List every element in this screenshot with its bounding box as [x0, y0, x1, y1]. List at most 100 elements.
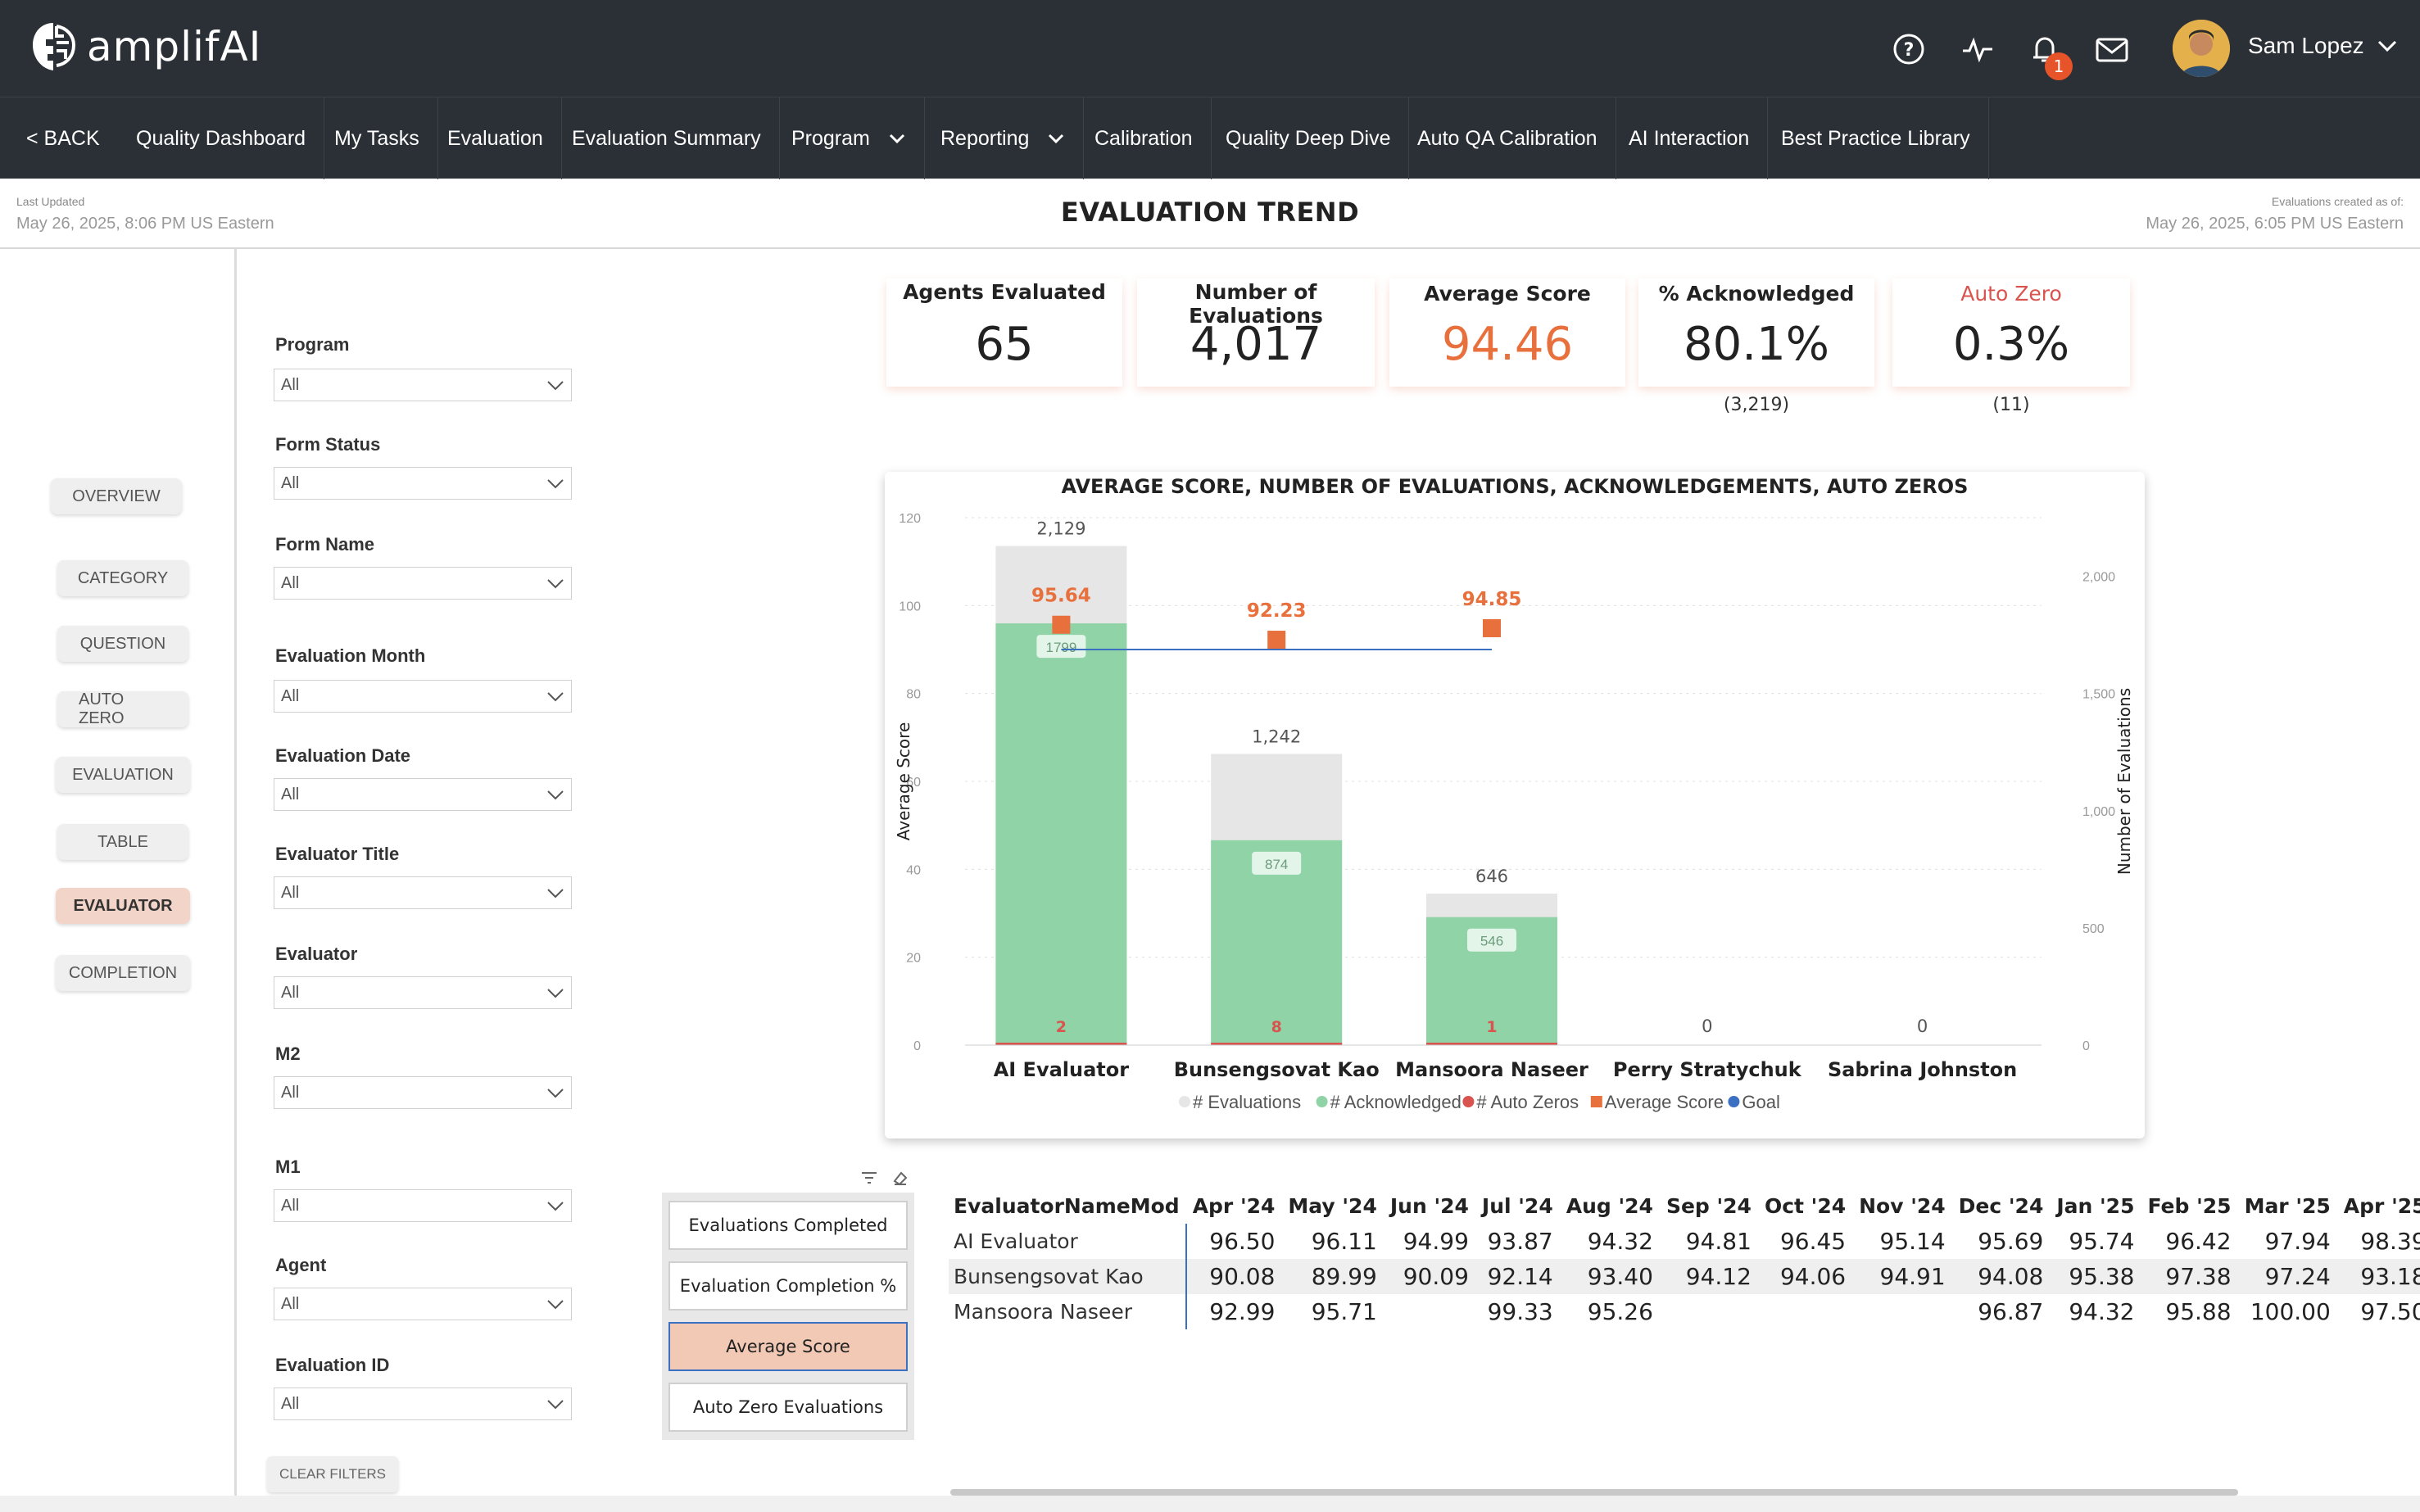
- filter-icon[interactable]: [860, 1170, 878, 1186]
- column-header[interactable]: EvaluatorNameMod: [954, 1193, 1180, 1218]
- table-horizontal-scrollbar[interactable]: [950, 1489, 2238, 1496]
- nav-quality-deep-dive[interactable]: Quality Deep Dive: [1208, 97, 1410, 179]
- side-nav-evaluation[interactable]: EVALUATION: [56, 757, 190, 793]
- table-cell: 96.87: [1978, 1298, 2044, 1325]
- average-score-marker: [1052, 615, 1071, 634]
- filter-evaluator-select[interactable]: All: [274, 976, 572, 1009]
- toggle-evaluations-completed[interactable]: Evaluations Completed: [668, 1201, 908, 1250]
- table-cell: AI Evaluator: [949, 1224, 1187, 1259]
- nav-quality-dashboard[interactable]: Quality Dashboard: [118, 97, 325, 179]
- back-button[interactable]: < BACK: [26, 126, 100, 150]
- filter-label-form-name: Form Name: [275, 534, 375, 555]
- side-nav-auto-zero[interactable]: AUTO ZERO: [57, 690, 188, 727]
- filter-program-select[interactable]: All: [274, 369, 572, 401]
- page-title: EVALUATION TREND: [1060, 197, 1360, 228]
- logo-icon: [33, 23, 76, 70]
- column-header[interactable]: Mar '25: [2244, 1193, 2331, 1218]
- evaluations-created-value: May 26, 2025, 6:05 PM US Eastern: [2146, 215, 2404, 233]
- table-cell: 94.91: [1852, 1259, 1952, 1294]
- side-nav-category[interactable]: CATEGORY: [57, 560, 188, 596]
- table-cell: 96.42: [2165, 1228, 2232, 1255]
- table-cell: 97.94: [2264, 1228, 2331, 1255]
- legend-marker: [1590, 1096, 1602, 1107]
- chevron-down-icon: [547, 989, 564, 998]
- toggle-average-score[interactable]: Average Score: [668, 1322, 908, 1371]
- ack-data-label: 1799: [1045, 640, 1076, 655]
- avatar[interactable]: [2173, 20, 2230, 77]
- y2-axis-label: Number of Evaluations: [2114, 688, 2134, 875]
- column-header[interactable]: Apr '24: [1192, 1193, 1276, 1218]
- side-nav-table[interactable]: TABLE: [57, 824, 188, 860]
- chevron-down-icon[interactable]: [2376, 34, 2399, 57]
- nav-ai-interaction[interactable]: AI Interaction: [1611, 97, 1769, 179]
- side-nav-evaluator[interactable]: EVALUATOR: [56, 888, 190, 924]
- total-data-label: 2,129: [1036, 519, 1085, 539]
- nav-my-tasks[interactable]: My Tasks: [316, 97, 438, 179]
- filter-value: All: [281, 1196, 300, 1215]
- column-header[interactable]: Jul '24: [1481, 1193, 1553, 1218]
- bar-auto-zeros: [1211, 1043, 1343, 1045]
- filter-label-evaluator-title: Evaluator Title: [275, 844, 400, 864]
- legend-label: # Acknowledged: [1330, 1092, 1462, 1112]
- toggle-evaluation-completion[interactable]: Evaluation Completion %: [668, 1261, 908, 1311]
- filter-form-status-select[interactable]: All: [274, 467, 572, 500]
- table-cell: 95.69: [1978, 1228, 2044, 1255]
- filter-label-evaluation-month: Evaluation Month: [275, 645, 426, 666]
- nav-program[interactable]: Program: [770, 97, 925, 179]
- column-header[interactable]: Dec '24: [1958, 1193, 2044, 1218]
- eraser-icon[interactable]: [891, 1170, 909, 1186]
- side-nav-overview[interactable]: OVERVIEW: [51, 478, 182, 514]
- average-score-data-label: 95.64: [1031, 586, 1091, 607]
- table-cell: 93.87: [1487, 1228, 1553, 1255]
- column-header[interactable]: Aug '24: [1566, 1193, 1653, 1218]
- total-data-label: 0: [1917, 1016, 1928, 1036]
- nav-reporting[interactable]: Reporting: [922, 97, 1085, 179]
- filter-agent-select[interactable]: All: [274, 1288, 572, 1320]
- column-header[interactable]: Sep '24: [1665, 1193, 1752, 1218]
- nav-evaluation[interactable]: Evaluation: [429, 97, 562, 179]
- side-nav-completion[interactable]: COMPLETION: [56, 955, 190, 991]
- filter-value: All: [281, 686, 300, 705]
- nav-evaluation-summary[interactable]: Evaluation Summary: [554, 97, 780, 179]
- legend-label: Average Score: [1605, 1092, 1724, 1112]
- nav-calibration[interactable]: Calibration: [1076, 97, 1212, 179]
- activity-icon[interactable]: [1955, 26, 2001, 72]
- table-cell: 96.45: [1779, 1228, 1847, 1255]
- column-header[interactable]: Nov '24: [1859, 1193, 1946, 1218]
- evaluator-score-table: EvaluatorNameMod Apr '24 May '24 Jun '24…: [949, 1188, 2420, 1329]
- filter-m1-select[interactable]: All: [274, 1189, 572, 1222]
- nav-label: Quality Deep Dive: [1226, 126, 1391, 150]
- column-header[interactable]: Apr '25: [2343, 1193, 2420, 1218]
- table-cell: 94.32: [2069, 1298, 2135, 1325]
- filter-evaluation-id-select[interactable]: All: [274, 1388, 572, 1420]
- filter-evaluator-title-select[interactable]: All: [274, 876, 572, 909]
- x-category-label: AI Evaluator: [994, 1058, 1130, 1081]
- table-cell: 95.74: [2069, 1228, 2135, 1255]
- average-score-data-label: 94.85: [1462, 589, 1522, 610]
- filter-evaluation-month-select[interactable]: All: [274, 680, 572, 713]
- legend-marker: [1728, 1096, 1740, 1107]
- nav-label: Calibration: [1094, 126, 1193, 150]
- nav-best-practice-library[interactable]: Best Practice Library: [1763, 97, 1989, 179]
- column-header[interactable]: Oct '24: [1764, 1193, 1847, 1218]
- y-tick-label: 0: [913, 1039, 921, 1053]
- app-logo[interactable]: amplifAI: [29, 21, 261, 72]
- nav-label: Best Practice Library: [1781, 126, 1970, 150]
- mail-icon[interactable]: [2089, 26, 2135, 72]
- toggle-auto-zero-evaluations[interactable]: Auto Zero Evaluations: [668, 1383, 908, 1432]
- column-header[interactable]: Jun '24: [1389, 1193, 1469, 1218]
- column-header[interactable]: Jan '25: [2056, 1193, 2135, 1218]
- user-name[interactable]: Sam Lopez: [2248, 33, 2364, 58]
- filter-m2-select[interactable]: All: [274, 1076, 572, 1109]
- chart-title: AVERAGE SCORE, NUMBER OF EVALUATIONS, AC…: [1061, 475, 1969, 498]
- filter-value: All: [281, 983, 300, 1002]
- help-icon[interactable]: ?: [1886, 26, 1932, 72]
- filter-evaluation-date-select[interactable]: All: [274, 778, 572, 811]
- side-nav-question[interactable]: QUESTION: [57, 626, 188, 662]
- nav-auto-qa-calibration[interactable]: Auto QA Calibration: [1399, 97, 1616, 179]
- clear-filters-button[interactable]: CLEAR FILTERS: [267, 1456, 398, 1492]
- column-header[interactable]: Feb '25: [2147, 1193, 2232, 1218]
- filter-form-name-select[interactable]: All: [274, 567, 572, 600]
- ack-data-label: 874: [1265, 857, 1288, 872]
- column-header[interactable]: May '24: [1288, 1193, 1377, 1218]
